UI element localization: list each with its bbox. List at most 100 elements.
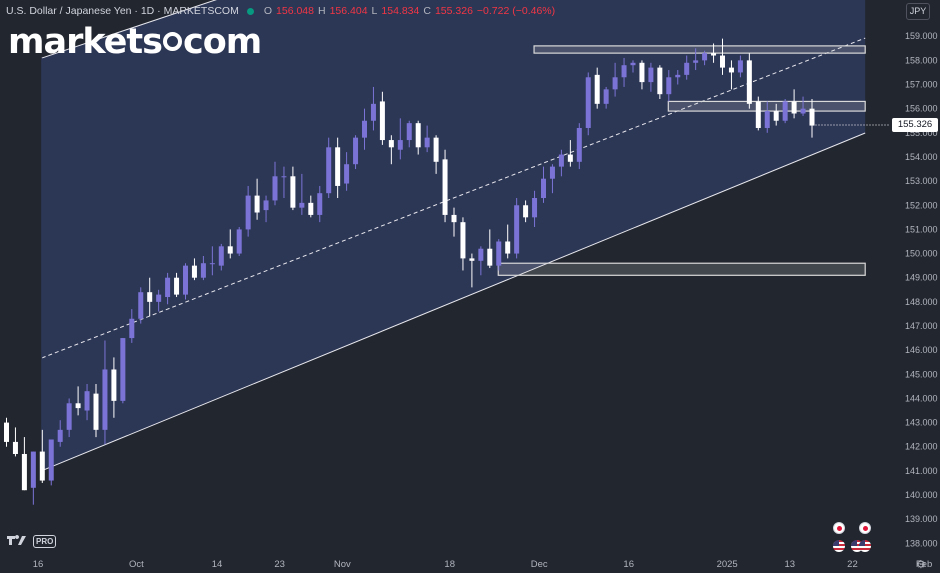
x-tick-label: 13 (785, 559, 796, 570)
y-tick-label: 139.000 (905, 514, 938, 524)
candle-body (12, 441, 18, 454)
candle-body (290, 176, 296, 208)
candle-body (4, 422, 9, 442)
candle-body (75, 403, 81, 409)
y-tick-label: 143.000 (905, 418, 938, 428)
tradingview-logo[interactable]: PRO (6, 534, 57, 549)
candle-body (442, 159, 448, 215)
price-axis[interactable]: 138.000 139.000 140.000 141.000 142.000 143.0… (905, 31, 938, 548)
y-tick-label: 151.000 (905, 224, 938, 234)
x-tick-label: 16 (33, 559, 44, 570)
candle-body (209, 263, 215, 265)
candle-body (746, 60, 752, 104)
y-tick-label: 155.000 (905, 128, 938, 138)
candle-body (621, 65, 627, 78)
candlestick-series (4, 38, 890, 505)
logo-text-com: com (183, 22, 262, 62)
price-zone (533, 45, 866, 54)
logo-text-markets: markets (8, 22, 163, 62)
y-tick-label: 159.000 (905, 31, 938, 41)
candle-body (576, 127, 582, 162)
x-tick-label: Oct (129, 559, 144, 570)
candle-body (460, 222, 466, 259)
x-tick-label: Dec (531, 559, 548, 570)
candle-body (362, 120, 367, 138)
candle-body (737, 60, 743, 73)
change-value: −0.722 (−0.46%) (476, 5, 556, 17)
candle-body (299, 202, 305, 208)
channel-lower-line (41, 132, 866, 472)
candle-body (397, 140, 403, 150)
candle-body (21, 453, 27, 491)
candle-body (693, 60, 699, 63)
price-zone (497, 262, 866, 276)
us-event-flag-icon[interactable] (859, 540, 871, 552)
y-tick-label: 147.000 (905, 321, 938, 331)
settings-gear-icon[interactable]: ⚙ (916, 559, 926, 571)
candle-body (648, 67, 654, 83)
candle-body (129, 318, 135, 339)
candle-body (111, 369, 117, 401)
candle-body (675, 74, 681, 78)
candle-body (30, 451, 36, 488)
candle-body (174, 277, 180, 295)
candle-body (57, 429, 63, 442)
candle-body (84, 391, 90, 411)
x-tick-label: 14 (212, 559, 223, 570)
candle-body (702, 53, 708, 61)
jp-event-flag-icon[interactable] (859, 522, 871, 534)
candle-body (487, 248, 493, 266)
candle-body (585, 77, 591, 128)
open-label: O (263, 5, 273, 17)
candle-body (791, 101, 797, 114)
candle-body (147, 292, 153, 302)
y-tick-label: 144.000 (905, 393, 938, 403)
candle-body (191, 265, 197, 278)
candle-body (102, 369, 108, 430)
y-tick-label: 152.000 (905, 200, 938, 210)
candle-body (93, 393, 99, 430)
low-label: L (371, 5, 378, 17)
x-tick-label: Feb (916, 559, 932, 570)
high-value: 156.404 (329, 5, 368, 17)
candle-body (720, 55, 725, 68)
candle-body (120, 338, 126, 401)
currency-selector[interactable]: JPY (906, 3, 930, 20)
candle-body (451, 214, 457, 223)
high-label: H (317, 5, 326, 17)
candle-body (630, 62, 636, 66)
candle-body (156, 294, 162, 302)
y-tick-label: 149.000 (905, 273, 938, 283)
candle-body (684, 62, 690, 75)
close-value: 155.326 (434, 5, 473, 17)
y-tick-label: 142.000 (905, 442, 938, 452)
candle-body (567, 154, 573, 162)
candle-body (728, 67, 734, 73)
candle-body (245, 195, 251, 230)
y-tick-label: 148.000 (905, 297, 938, 307)
y-tick-label: 154.000 (905, 152, 938, 162)
channel-upper-line (41, 0, 217, 59)
candle-body (496, 241, 502, 266)
pro-badge: PRO (33, 535, 57, 548)
market-status-dot (246, 7, 254, 15)
candle-body (782, 101, 788, 121)
time-axis[interactable]: 16 Oct 14 23 Nov 18 Dec 16 2025 13 22 Feb (33, 559, 933, 570)
candle-body (532, 198, 538, 218)
y-tick-label: 156.000 (905, 104, 938, 114)
symbol-title[interactable]: U.S. Dollar / Japanese Yen · 1D · MARKET… (6, 5, 239, 17)
jp-event-flag-icon[interactable] (833, 522, 845, 534)
candle-body (254, 195, 260, 213)
candle-body (711, 53, 717, 56)
candle-body (469, 258, 475, 261)
candle-body (165, 277, 171, 298)
candle-body (335, 147, 341, 186)
x-tick-label: 22 (847, 559, 858, 570)
candle-body (379, 101, 385, 141)
open-value: 156.048 (276, 5, 314, 17)
x-tick-label: 18 (444, 559, 455, 570)
candle-body (558, 154, 564, 167)
us-event-flag-icon[interactable] (833, 540, 845, 552)
x-tick-label: 16 (623, 559, 634, 570)
